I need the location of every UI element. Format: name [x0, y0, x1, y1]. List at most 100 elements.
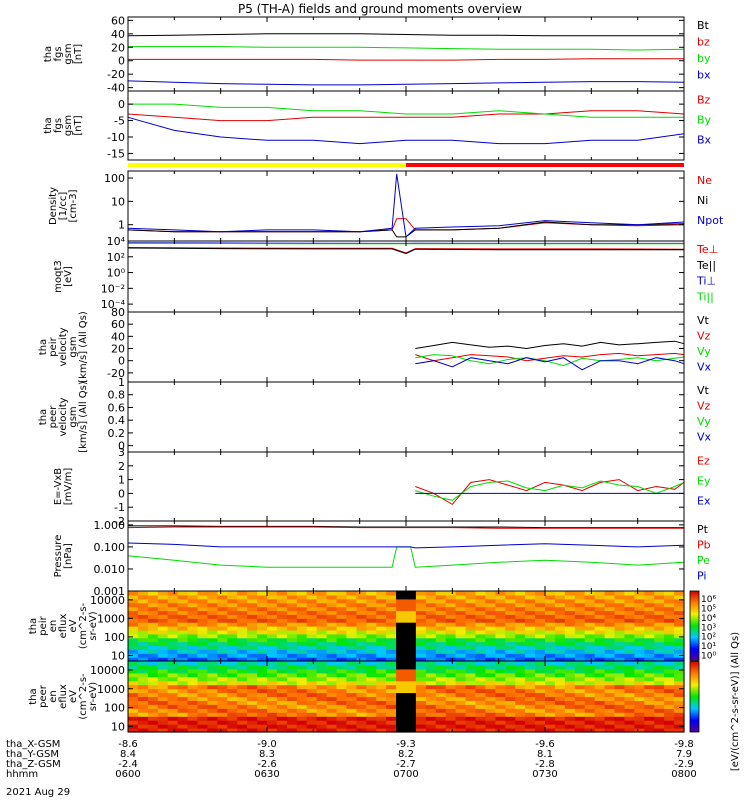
legend-entry: Npot [697, 214, 724, 227]
spectrogram-cell [128, 649, 139, 654]
spectrogram-cell [128, 704, 139, 709]
spectrogram-cell [584, 664, 596, 670]
spectrogram-cell [574, 629, 586, 635]
spectrogram-cell [396, 591, 407, 596]
spectrogram-cell [475, 622, 486, 627]
spectrogram-cell [664, 668, 675, 674]
spectrogram-cell [286, 704, 298, 709]
spectrogram-cell [247, 606, 258, 612]
spectrogram-cell [644, 684, 655, 690]
spectrogram-cell [425, 708, 437, 713]
spectrogram-cell [267, 676, 278, 682]
spectrogram-cell [574, 692, 586, 698]
spectrogram-cell [128, 700, 139, 705]
spectrogram-cell [276, 657, 288, 662]
spectrogram-cell [574, 688, 586, 694]
spectrogram-cell [326, 684, 338, 690]
spectrogram-cell [386, 637, 397, 643]
spectrogram-cell [406, 684, 417, 690]
y-axis-label: tha [38, 339, 49, 355]
spectrogram-cell [187, 720, 199, 725]
spectrogram-cell [197, 649, 208, 654]
spectrogram-cell [207, 668, 218, 674]
spectrogram-cell [604, 664, 616, 670]
spectrogram-cell [167, 626, 179, 631]
spectrogram-cell [574, 653, 586, 658]
spectrogram-cell [207, 618, 218, 623]
spectrogram-cell [406, 649, 417, 654]
spectrogram-cell [584, 622, 596, 627]
spectrogram-cell [654, 653, 665, 658]
spectrogram-cell [247, 622, 258, 627]
spectrogram-cell [425, 591, 437, 596]
spectrogram-cell [545, 626, 556, 631]
spectrogram-cell [475, 672, 486, 678]
spectrogram-cell [624, 610, 635, 615]
spectrogram-cell [455, 724, 467, 729]
spectrogram-cell [525, 692, 536, 698]
spectrogram-cell [475, 668, 486, 674]
spectrogram-cell [217, 591, 228, 596]
spectrogram-cell [644, 696, 655, 701]
legend-entry: by [697, 52, 711, 65]
spectrogram-cell [386, 653, 397, 658]
spectrogram-cell [604, 704, 616, 709]
spectrogram-cell [128, 684, 139, 690]
spectrogram-cell [286, 724, 298, 729]
spectrogram-cell [445, 649, 457, 654]
spectrogram-cell [207, 641, 218, 647]
spectrogram-cell [564, 672, 576, 678]
spectrogram-cell [604, 629, 616, 635]
spectrogram-cell [654, 610, 665, 615]
spectrogram-cell [366, 664, 377, 670]
spectrogram-cell [406, 700, 417, 705]
spectrogram-cell [594, 633, 606, 639]
spectrogram-cell [336, 606, 347, 612]
y-tick-label: 10000 [90, 594, 125, 607]
spectrogram-cell [465, 618, 477, 623]
spectrogram-cell [525, 684, 536, 690]
spectrogram-cell [465, 633, 477, 639]
spectrogram-cell [177, 672, 189, 678]
spectrogram-cell [505, 606, 516, 612]
spectrogram-cell [505, 704, 516, 709]
spectrogram-cell [674, 594, 685, 600]
spectrogram-cell [128, 720, 139, 725]
spectrogram-cell [554, 629, 566, 635]
spectrogram-cell [316, 610, 328, 615]
spectrogram-cell [594, 653, 606, 658]
y-axis-label: tha [43, 117, 54, 133]
spectrogram-cell [654, 720, 665, 725]
ephemeris-value: 8.2 [398, 749, 414, 760]
spectrogram-cell [495, 626, 506, 631]
y-tick-label: 0.8 [108, 389, 126, 402]
spectrogram-cell [386, 645, 397, 650]
spectrogram-cell [554, 720, 566, 725]
spectrogram-cell [267, 724, 278, 729]
spectrogram-cell [296, 602, 308, 608]
spectrogram-cell [286, 591, 298, 596]
y-tick-label: 60 [111, 14, 125, 27]
spectrogram-cell [664, 661, 675, 666]
spectrogram-cell [644, 637, 655, 643]
spectrogram-cell [614, 668, 625, 674]
spectrogram-cell [306, 633, 318, 639]
spectrogram-cell [485, 696, 496, 701]
ephemeris-value: 0800 [671, 769, 696, 780]
y-axis-label: moqt3 [53, 260, 64, 293]
spectrogram-cell [584, 641, 596, 647]
spectrogram-cell [445, 641, 457, 647]
spectrogram-cell [584, 606, 596, 612]
spectrogram-cell [525, 633, 536, 639]
spectrogram-cell [227, 591, 238, 596]
spectrogram-cell [396, 606, 407, 612]
spectrogram-cell [306, 649, 318, 654]
spectrogram-cell [276, 637, 288, 643]
spectrogram-cell [435, 692, 447, 698]
spectrogram-cell [535, 716, 546, 721]
spectrogram-cell [485, 668, 496, 674]
spectrogram-cell [574, 598, 586, 604]
spectrogram-cell [346, 657, 357, 662]
y-tick-label: 1000 [97, 612, 125, 625]
spectrogram-cell [505, 645, 516, 650]
